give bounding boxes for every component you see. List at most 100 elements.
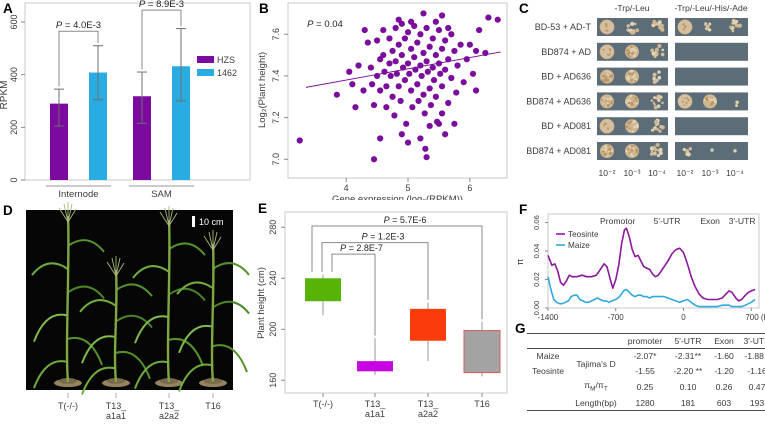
svg-text:P = 0.04: P = 0.04 <box>307 19 343 30</box>
panel-e-letter: E <box>258 201 268 216</box>
panel-a-letter: A <box>3 1 13 16</box>
panel-b-scatter-plot: 4 5 6 7.0 7.2 7.4 7.6 Gene expression (log₂(RPK… <box>257 2 508 200</box>
svg-text:10⁻⁴: 10⁻⁴ <box>726 168 744 178</box>
box-T16 <box>463 321 501 377</box>
panel-a-bar-chart: 0 200 400 600 RPKM P = 4.0E-3 P = 8.9E-3 Intern… <box>0 0 251 200</box>
significance-bracket <box>141 9 182 70</box>
panel-f-letter: F <box>519 202 528 217</box>
svg-text:10⁻⁴: 10⁻⁴ <box>648 168 666 178</box>
table-row: Teosinte -1.55 -2.20 ** -1.20 -1.16 <box>531 365 765 376</box>
svg-text:π: π <box>515 258 526 265</box>
svg-text:600: 600 <box>9 14 19 29</box>
col-header <box>527 334 569 349</box>
svg-text:7.4: 7.4 <box>271 70 281 83</box>
svg-text:10⁻³: 10⁻³ <box>702 168 719 178</box>
svg-text:0: 0 <box>681 313 686 322</box>
significance-bracket <box>331 253 376 336</box>
svg-text:SAM: SAM <box>151 189 172 200</box>
plate-row-2-control <box>597 67 668 86</box>
svg-text:T(-/-): T(-/-) <box>313 399 333 409</box>
svg-text:-1400: -1400 <box>538 313 559 322</box>
plot-box <box>287 2 508 179</box>
maize-plant-0 <box>31 202 105 389</box>
svg-text:a1a1: a1a1 <box>106 411 126 421</box>
svg-text:0: 0 <box>9 177 19 182</box>
svg-text:400: 400 <box>9 67 19 82</box>
svg-text:a1a1: a1a1 <box>365 409 385 419</box>
legend-swatch <box>197 56 214 63</box>
legend-swatch <box>197 69 214 76</box>
plate-row-1-selective <box>675 42 748 61</box>
error-bar <box>54 88 64 127</box>
svg-text:Log₂(Plant height): Log₂(Plant height) <box>257 52 268 128</box>
significance-bracket <box>58 30 99 87</box>
svg-text:0.02: 0.02 <box>532 272 541 287</box>
svg-text:10⁻²: 10⁻² <box>599 168 616 178</box>
col-header: 3'-UTR <box>743 336 765 346</box>
svg-text:5: 5 <box>406 183 411 193</box>
svg-text:Plant height (cm): Plant height (cm) <box>256 267 267 339</box>
maize-plant-1 <box>79 256 153 395</box>
bar-HZS-SAM <box>133 96 151 180</box>
svg-text:7.6: 7.6 <box>271 28 281 41</box>
svg-text:T(-/-): T(-/-) <box>58 401 78 411</box>
panel-e-box-plot: 160 200 240 280 Plant height (cm) T(-/-) T13_a… <box>256 211 508 419</box>
plate-row-4-control <box>597 117 668 136</box>
svg-text:160: 160 <box>268 373 278 388</box>
svg-text:10 cm: 10 cm <box>199 217 224 227</box>
maize-plant-3 <box>176 230 250 392</box>
svg-text:0.00: 0.00 <box>532 301 541 316</box>
plate-row-1-control <box>597 42 668 61</box>
svg-text:Teosinte: Teosinte <box>568 230 599 239</box>
plot-box <box>284 211 508 394</box>
svg-text:P = 8.9E-3: P = 8.9E-3 <box>139 0 184 10</box>
scale-bar <box>192 216 195 227</box>
bar-1462-SAM <box>172 66 190 180</box>
plot-box <box>547 213 760 309</box>
svg-text:-700: -700 <box>608 313 625 322</box>
maize-line <box>547 276 756 308</box>
bar-HZS-Internode <box>50 103 68 180</box>
svg-text:Maize: Maize <box>568 241 590 250</box>
svg-text:6: 6 <box>467 183 472 193</box>
plate-row-3-control <box>597 92 668 111</box>
svg-text:BD + AD636: BD + AD636 <box>541 72 591 82</box>
svg-text:Promotor: Promotor <box>600 216 635 226</box>
svg-text:BD874 + AD: BD874 + AD <box>541 47 591 57</box>
svg-text:T16: T16 <box>205 401 221 411</box>
svg-text:-Trp/-Leu/-His/-Ade: -Trp/-Leu/-His/-Ade <box>674 3 747 13</box>
svg-text:700 (bp): 700 (bp) <box>745 313 765 322</box>
svg-text:T16: T16 <box>474 399 490 409</box>
plate-row-5-selective <box>675 142 748 160</box>
box-T13_a1a1 <box>357 338 393 376</box>
svg-text:-Trp/-Leu: -Trp/-Leu <box>614 3 649 13</box>
svg-text:P = 2.8E-7: P = 2.8E-7 <box>340 243 383 253</box>
svg-text:7.0: 7.0 <box>271 153 281 166</box>
svg-text:1462: 1462 <box>217 68 237 78</box>
significance-bracket <box>321 242 429 300</box>
table-row: Length(bp) 1280 181 603 193 <box>527 396 765 411</box>
svg-text:BD874 + AD636: BD874 + AD636 <box>526 96 591 106</box>
legend: HZS 1462 <box>197 55 237 78</box>
svg-text:3'-UTR: 3'-UTR <box>729 216 756 226</box>
svg-text:T13_: T13_ <box>106 401 128 411</box>
svg-text:0.06: 0.06 <box>532 215 541 230</box>
svg-text:P = 5.7E-6: P = 5.7E-6 <box>384 215 427 225</box>
svg-text:a2a2: a2a2 <box>418 409 438 419</box>
svg-text:7.2: 7.2 <box>271 111 281 124</box>
teosinte-line <box>547 227 756 302</box>
col-header: promoter <box>627 336 663 346</box>
svg-text:P = 1.2E-3: P = 1.2E-3 <box>362 232 405 242</box>
scatter-points <box>296 10 501 163</box>
error-bar <box>137 71 147 124</box>
error-bar <box>93 45 103 101</box>
table-header: promoter 5'-UTR Exon 3'-UTR <box>527 333 765 349</box>
svg-text:0.04: 0.04 <box>532 244 541 259</box>
svg-text:a2a2: a2a2 <box>159 411 179 421</box>
panel-c-yeast-assay: -Trp/-Leu -Trp/-Leu/-His/-Ade BD-53 + AD-T… <box>526 3 748 178</box>
